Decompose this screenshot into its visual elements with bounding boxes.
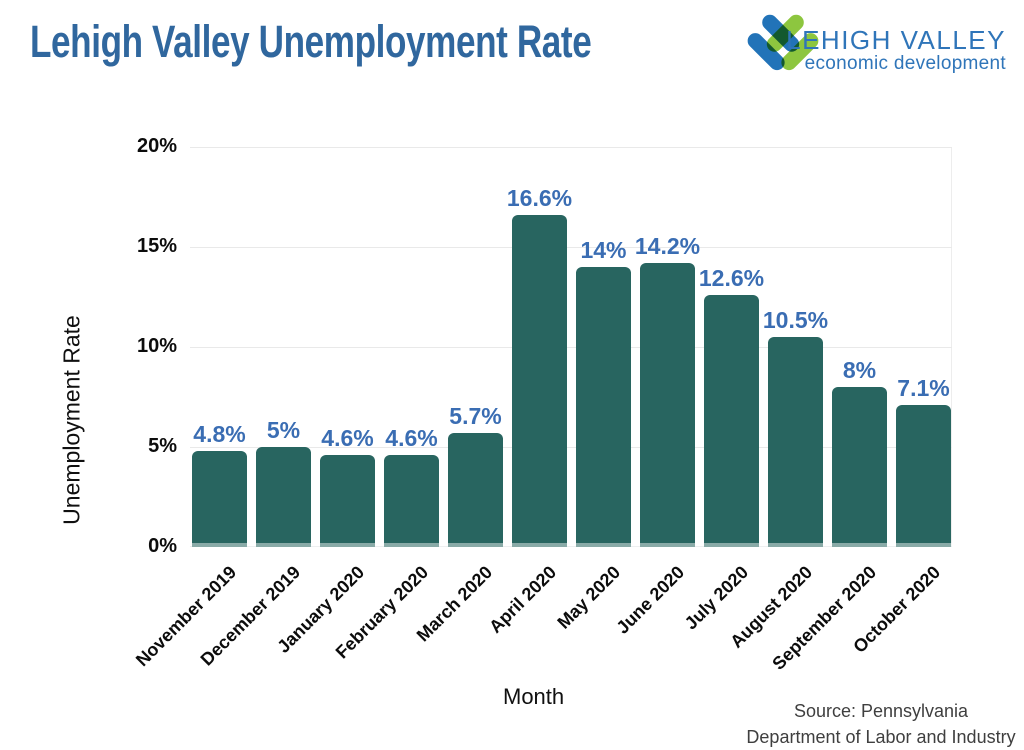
gridline <box>190 247 952 248</box>
gridline <box>190 447 952 448</box>
x-tick-label: April 2020 <box>484 562 560 637</box>
y-tick-label: 0% <box>148 535 177 557</box>
bar-value-label: 16.6% <box>506 185 573 211</box>
bar-value-label: 4.6% <box>321 425 374 451</box>
x-axis-baseline <box>190 546 952 547</box>
bar-value-label: 5.7% <box>449 403 502 429</box>
logo-brand-name: LEHIGH VALLEY <box>786 25 1006 55</box>
page-title: Lehigh Valley Unemployment Rate <box>30 16 592 67</box>
bar <box>640 263 695 547</box>
bar-value-label: 8% <box>842 357 877 383</box>
bar-value-label: 5% <box>266 417 301 443</box>
bar <box>448 433 503 547</box>
plot-area: 4.8% 5% 4.6% 4.6% 5.7% 16.6% 14% 14.2% 12.6% 10.5… <box>190 147 952 547</box>
bar <box>320 455 375 547</box>
y-tick-label: 15% <box>136 235 177 257</box>
bar-value-label: 4.8% <box>193 421 246 447</box>
bar-value-label: 7.1% <box>897 375 950 401</box>
bar <box>768 337 823 547</box>
bar-value-label: 14% <box>580 237 627 263</box>
bar <box>896 405 951 547</box>
source-note: Source: Pennsylvania Department of Labor… <box>745 698 1017 750</box>
bar-value-label: 12.6% <box>698 265 765 291</box>
source-line-2: Department of Labor and Industry <box>746 727 1016 747</box>
gridline <box>190 347 952 348</box>
bar-value-label: 14.2% <box>634 233 701 259</box>
bar <box>832 387 887 547</box>
bar <box>384 455 439 547</box>
bar <box>704 295 759 547</box>
baseline-highlight <box>190 543 952 547</box>
x-axis-title: Month <box>503 684 565 709</box>
logo-text: LEHIGH VALLEY economic development <box>786 26 1006 74</box>
bar <box>192 451 247 547</box>
bar-value-label: 10.5% <box>762 307 829 333</box>
bar <box>512 215 567 547</box>
y-tick-label: 5% <box>148 435 177 457</box>
y-tick-label: 20% <box>136 135 177 157</box>
logo-mark-icon <box>747 14 819 71</box>
bar-value-label: 4.6% <box>385 425 438 451</box>
bar <box>256 447 311 547</box>
gridline <box>190 147 952 148</box>
source-line-1: Source: Pennsylvania <box>793 701 969 721</box>
bar <box>576 267 631 547</box>
x-tick-label: June 2020 <box>611 562 688 638</box>
y-tick-label: 10% <box>136 335 177 357</box>
y-axis-title: Unemployment Rate <box>58 315 85 525</box>
brand-logo: LEHIGH VALLEY economic development <box>708 4 1008 88</box>
logo-tagline: economic development <box>804 53 1006 74</box>
